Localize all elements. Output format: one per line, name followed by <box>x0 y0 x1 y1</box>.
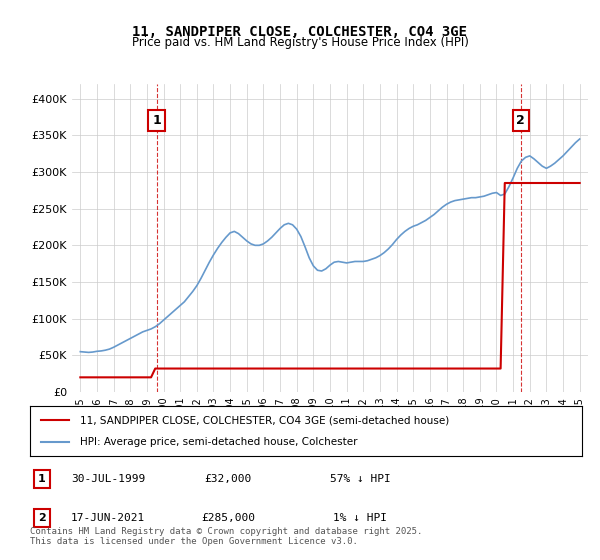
Text: Price paid vs. HM Land Registry's House Price Index (HPI): Price paid vs. HM Land Registry's House … <box>131 36 469 49</box>
Text: 1: 1 <box>152 114 161 127</box>
Text: 11, SANDPIPER CLOSE, COLCHESTER, CO4 3GE: 11, SANDPIPER CLOSE, COLCHESTER, CO4 3GE <box>133 25 467 39</box>
Text: 30-JUL-1999: 30-JUL-1999 <box>71 474 145 484</box>
Text: Contains HM Land Registry data © Crown copyright and database right 2025.
This d: Contains HM Land Registry data © Crown c… <box>30 526 422 546</box>
Text: £285,000: £285,000 <box>201 513 255 523</box>
Text: £32,000: £32,000 <box>205 474 251 484</box>
Text: 57% ↓ HPI: 57% ↓ HPI <box>329 474 391 484</box>
Text: 2: 2 <box>517 114 525 127</box>
Text: 2: 2 <box>38 513 46 523</box>
Text: 1: 1 <box>38 474 46 484</box>
Text: 17-JUN-2021: 17-JUN-2021 <box>71 513 145 523</box>
Text: 1% ↓ HPI: 1% ↓ HPI <box>333 513 387 523</box>
Text: 11, SANDPIPER CLOSE, COLCHESTER, CO4 3GE (semi-detached house): 11, SANDPIPER CLOSE, COLCHESTER, CO4 3GE… <box>80 415 449 425</box>
Text: HPI: Average price, semi-detached house, Colchester: HPI: Average price, semi-detached house,… <box>80 437 357 447</box>
